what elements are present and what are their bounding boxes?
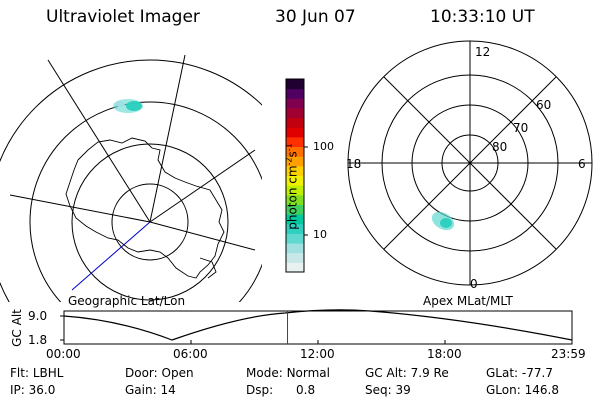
- lat-ring-3: [29, 101, 262, 302]
- colorbar-segment: [286, 79, 304, 90]
- date-label: 30 Jun 07: [275, 7, 356, 27]
- meridian: [149, 149, 256, 223]
- colorbar-segment: [286, 156, 304, 167]
- instrument-title: Ultraviolet Imager: [46, 7, 200, 27]
- aurora-emission-right: [431, 211, 455, 231]
- colorbar-frame: [285, 78, 305, 273]
- coastline: [65, 137, 225, 279]
- colorbar-tick-100: 100: [313, 140, 334, 153]
- meridian: [9, 194, 151, 223]
- mlt-label-0: 0: [470, 277, 478, 291]
- altitude-curve: [63, 309, 573, 341]
- timeline-xticks: [63, 340, 573, 344]
- colorbar-label: photon cm-2s-1: [284, 132, 300, 242]
- status-seq: Seq: 39: [365, 383, 411, 397]
- right-panel-caption: Apex MLat/MLT: [423, 294, 513, 308]
- mlat-label-70: 70: [513, 121, 529, 135]
- timeline-xtick-2: 12:00: [300, 347, 335, 361]
- lat-ring-2: [71, 143, 229, 301]
- colorbar-segment: [286, 204, 304, 215]
- colorbar-segment: [286, 262, 304, 273]
- mlt-label-18: 18: [346, 157, 362, 171]
- status-glat: GLat: -77.7: [486, 366, 553, 380]
- left-panel-caption: Geographic Lat/Lon: [68, 294, 186, 308]
- colorbar-label-main: photon cm: [285, 165, 300, 230]
- colorbar-segment: [286, 127, 304, 138]
- meridian: [149, 54, 186, 223]
- mlt-label-6: 6: [578, 157, 586, 171]
- mlt-label-12: 12: [475, 45, 491, 59]
- colorbar-segment: [286, 175, 304, 186]
- colorbar-segment: [286, 136, 304, 148]
- colorbar-segment: [286, 117, 304, 128]
- status-gain: Gain: 14: [125, 383, 176, 397]
- meridian-highlight: [71, 221, 151, 291]
- colorbar-segment: [286, 223, 304, 234]
- colorbar-segment: [286, 185, 304, 196]
- timeline-xtick-4: 23:59: [551, 347, 586, 361]
- colorbar-segment: [286, 107, 304, 119]
- colorbar-segment: [286, 243, 304, 254]
- lat-ring-outer: [0, 59, 262, 302]
- colorbar-label-mid: s: [285, 151, 300, 158]
- colorbar-label-exp1: -2: [284, 157, 294, 166]
- colorbar-segment: [286, 98, 304, 109]
- meridian: [149, 221, 256, 251]
- status-mode: Mode: Normal: [246, 366, 330, 380]
- status-dsp: Dsp: 0.8: [246, 383, 316, 397]
- status-flt: Flt: LBHL: [10, 366, 64, 380]
- colorbar-segment: [286, 194, 304, 205]
- status-gc-alt: GC Alt: 7.9 Re: [365, 366, 449, 380]
- timeline-ymax: 9.0: [28, 309, 48, 323]
- colorbar-segment: [286, 252, 304, 263]
- status-ip: IP: 36.0: [10, 383, 56, 397]
- colorbar-segment: [286, 214, 304, 225]
- mlt-line-diag: [383, 76, 557, 250]
- colorbar-tick-10: 10: [313, 228, 327, 241]
- colorbar-segment: [286, 146, 304, 157]
- timeline-xtick-0: 00:00: [46, 347, 81, 361]
- colorbar-label-exp2: -1: [284, 143, 294, 152]
- time-label: 10:33:10 UT: [430, 7, 535, 27]
- geographic-map: [0, 54, 262, 302]
- coastline-peninsula: [199, 257, 217, 279]
- colorbar: [286, 79, 304, 273]
- meridian: [47, 59, 151, 223]
- status-door: Door: Open: [125, 366, 194, 380]
- timeline-xtick-1: 06:00: [173, 347, 208, 361]
- aurora-emission-left: [113, 99, 143, 113]
- magnetic-map: [347, 40, 593, 286]
- timeline-xtick-3: 18:00: [427, 347, 462, 361]
- timeline-ylabel: GC Alt: [10, 309, 24, 347]
- timeline-frame: [63, 310, 573, 345]
- status-glon: GLon: 146.8: [486, 383, 559, 397]
- mlat-label-80: 80: [492, 140, 508, 154]
- timeline-ymin: 1.8: [28, 333, 48, 347]
- colorbar-segment: [286, 165, 304, 176]
- lat-ring-inner: [111, 183, 189, 261]
- colorbar-segment: [286, 233, 304, 244]
- colorbar-segment: [286, 88, 304, 99]
- mlat-label-60: 60: [536, 98, 552, 112]
